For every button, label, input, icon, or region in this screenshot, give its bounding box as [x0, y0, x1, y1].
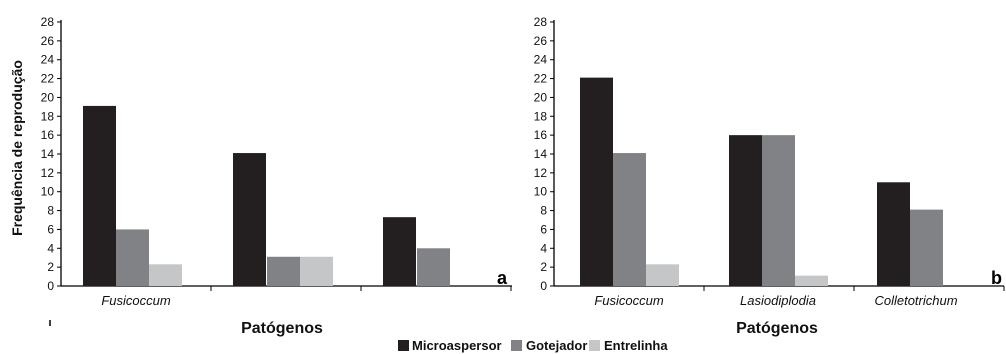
bar-microaspersor-2 — [729, 135, 762, 286]
bar-entrelinha-2 — [300, 256, 333, 286]
legend-label-microaspersor: Microaspersor — [412, 338, 502, 353]
y-tick-label: 10 — [534, 185, 548, 199]
y-tick-label: 0 — [540, 279, 547, 293]
y-tick-label: 20 — [41, 90, 55, 104]
y-tick-label: 12 — [41, 166, 55, 180]
bar-microaspersor-2 — [233, 153, 266, 286]
legend-label-gotejador: Gotejador — [526, 338, 587, 353]
y-tick-label: 14 — [534, 147, 548, 161]
bar-gotejador-3 — [417, 248, 450, 286]
y-tick-label: 22 — [41, 72, 55, 86]
y-tick-label: 8 — [47, 204, 54, 218]
y-tick-label: 16 — [41, 128, 55, 142]
y-tick-label: 22 — [534, 72, 548, 86]
legend: Microaspersor Gotejador Entrelinha — [398, 338, 668, 353]
legend-swatch-gotejador — [511, 340, 522, 351]
bar-entrelinha-1 — [646, 264, 679, 286]
bar-microaspersor-1 — [83, 105, 116, 287]
y-tick-label: 12 — [534, 166, 548, 180]
y-tick-label: 18 — [41, 109, 55, 123]
bar-gotejador-1 — [116, 229, 149, 286]
category-label: Colletotrichum — [874, 293, 957, 308]
bar-gotejador-2 — [267, 256, 300, 286]
y-tick-label: 4 — [47, 241, 54, 255]
y-tick-label: 20 — [534, 90, 548, 104]
x-axis-title: Patógenos — [736, 320, 818, 337]
panel-label: a — [497, 268, 508, 288]
bar-entrelinha-1 — [149, 264, 182, 286]
y-tick-label: 0 — [47, 279, 54, 293]
y-tick-label: 28 — [534, 15, 548, 29]
legend-swatch-entrelinha — [589, 340, 600, 351]
y-tick-label: 24 — [41, 53, 55, 67]
y-tick-label: 8 — [540, 204, 547, 218]
legend-label-entrelinha: Entrelinha — [604, 338, 668, 353]
y-tick-label: 2 — [540, 260, 547, 274]
bar-gotejador-3 — [910, 209, 943, 286]
y-tick-label: 26 — [41, 34, 55, 48]
y-tick-label: 28 — [41, 15, 55, 29]
y-axis-title: Frequência de reprodução — [9, 60, 25, 236]
y-tick-label: 6 — [47, 222, 54, 236]
y-tick-label: 10 — [41, 185, 55, 199]
bar-microaspersor-3 — [877, 182, 910, 286]
y-tick-label: 2 — [47, 260, 54, 274]
y-tick-label: 18 — [534, 109, 548, 123]
category-label: Fusicoccum — [101, 293, 171, 308]
y-tick-label: 26 — [534, 34, 548, 48]
y-tick-label: 14 — [41, 147, 55, 161]
y-tick-label: 6 — [540, 222, 547, 236]
panel-a: 0246810121416182022242628FusicoccumPatóg… — [9, 15, 512, 337]
bar-gotejador-2 — [762, 135, 795, 286]
y-tick-label: 24 — [534, 53, 548, 67]
bar-microaspersor-1 — [580, 77, 613, 286]
bar-entrelinha-2 — [795, 275, 828, 286]
category-label: Lasiodiplodia — [740, 293, 816, 308]
bar-gotejador-1 — [613, 153, 646, 286]
y-tick-label: 16 — [534, 128, 548, 142]
bar-microaspersor-3 — [383, 217, 416, 286]
legend-swatch-microaspersor — [398, 340, 409, 351]
category-label: Fusicoccum — [594, 293, 664, 308]
y-tick-label: 4 — [540, 241, 547, 255]
x-axis-title: Patógenos — [241, 320, 323, 337]
panel-label: b — [991, 268, 1002, 288]
